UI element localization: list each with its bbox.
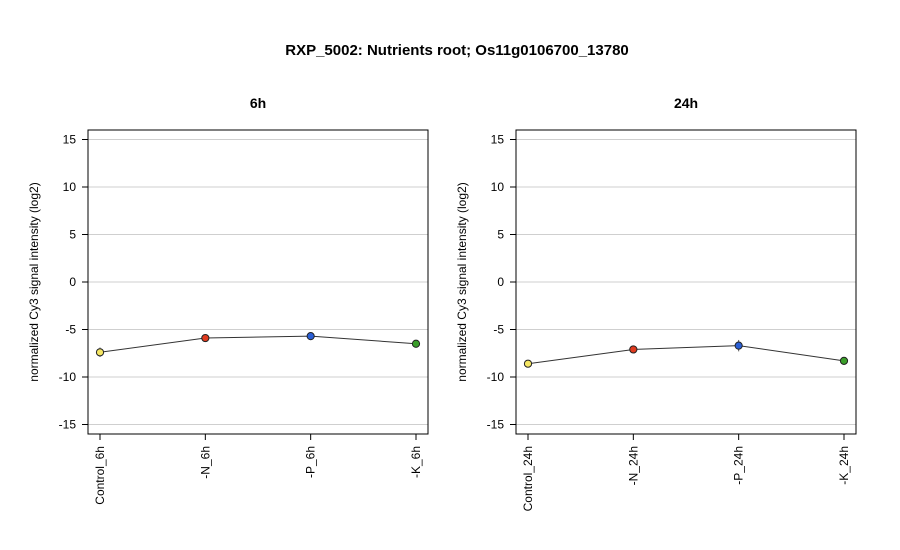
y-tick-label: 0	[497, 275, 504, 289]
x-tick-label: Control_24h	[521, 446, 535, 511]
series-line	[527, 345, 845, 365]
x-tick-label: -P_6h	[304, 446, 318, 478]
series-line	[99, 335, 417, 353]
data-point	[201, 333, 210, 343]
data-point	[306, 332, 315, 341]
data-point	[734, 341, 743, 350]
data-point	[411, 339, 421, 348]
y-tick-label: 5	[497, 228, 504, 242]
x-tick-label: -K_6h	[409, 446, 423, 478]
panel-title: 6h	[250, 95, 266, 111]
data-point	[523, 359, 533, 368]
x-tick-label: -N_24h	[626, 446, 640, 485]
x-tick-label: -P_24h	[732, 446, 746, 485]
x-tick-label: -K_24h	[837, 446, 851, 485]
y-axis-label: normalized Cy3 signal intensity (log2)	[455, 182, 469, 381]
y-tick-label: 0	[69, 275, 76, 289]
panel-1: 24h -15 -10 -5 0 5 10 15 normalized Cy3 signal i…	[455, 95, 857, 511]
y-tick-label: 15	[491, 133, 505, 147]
panel-title: 24h	[674, 95, 698, 111]
chart-title: RXP_5002: Nutrients root; Os11g0106700_1…	[285, 42, 629, 59]
data-point	[839, 356, 849, 365]
y-tick-label: -15	[59, 418, 77, 432]
y-tick-label: -15	[487, 418, 505, 432]
y-tick-label: -10	[487, 370, 505, 384]
y-tick-label: -10	[59, 370, 77, 384]
y-tick-label: 10	[491, 180, 505, 194]
data-point	[95, 348, 105, 357]
y-tick-label: 15	[63, 133, 77, 147]
x-tick-label: -N_6h	[198, 446, 212, 479]
panel-0: 6h -15 -10 -5 0 5 10 15 normalized Cy3 signal in…	[27, 95, 429, 505]
x-tick-label: Control_6h	[93, 446, 107, 505]
y-tick-label: 10	[63, 180, 77, 194]
y-tick-label: -5	[493, 323, 504, 337]
data-point	[629, 345, 638, 354]
y-tick-label: -5	[65, 323, 76, 337]
y-tick-label: 5	[69, 228, 76, 242]
y-axis-label: normalized Cy3 signal intensity (log2)	[27, 182, 41, 381]
